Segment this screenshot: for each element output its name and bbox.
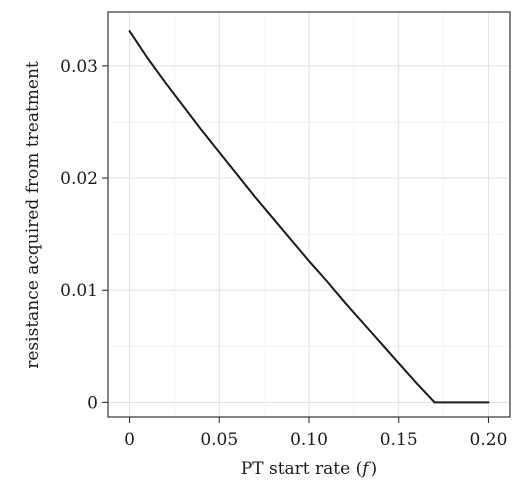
series-line — [128, 30, 490, 404]
x-tick-label: 0 — [124, 430, 135, 450]
y-tick-label: 0.02 — [60, 169, 98, 189]
x-tick-label: 0.05 — [200, 430, 238, 450]
x-tick-label: 0.15 — [380, 430, 418, 450]
y-tick-label: 0.03 — [60, 57, 98, 77]
y-axis: 0 0.01 0.02 0.03 — [60, 57, 108, 413]
x-tick-label: 0.20 — [470, 430, 508, 450]
y-tick-label: 0.01 — [60, 281, 98, 301]
x-axis: 0 0.05 0.10 0.15 0.20 — [124, 417, 507, 450]
x-tick-label: 0.10 — [290, 430, 328, 450]
y-tick-label: 0 — [87, 393, 98, 413]
y-axis-title: resistance acquired from treatment — [23, 61, 43, 369]
x-axis-title: PT start rate (f) — [241, 459, 377, 479]
major-gridlines — [108, 12, 510, 417]
